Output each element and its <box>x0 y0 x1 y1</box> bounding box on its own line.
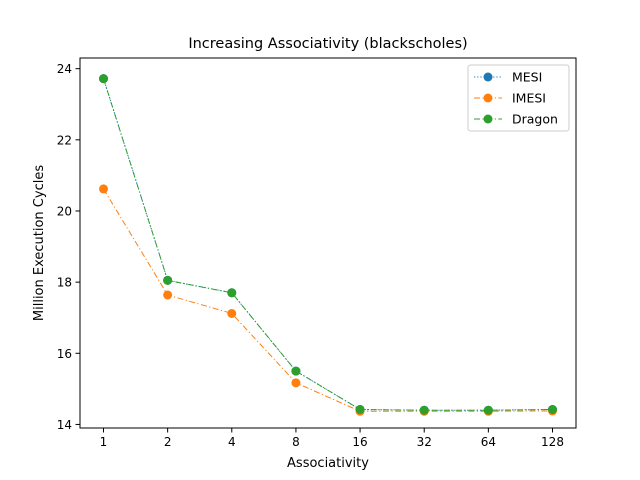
y-tick-label: 24 <box>57 62 72 76</box>
data-point-dragon <box>163 275 173 285</box>
data-point-dragon <box>355 405 365 414</box>
y-tick-label: 18 <box>57 276 72 290</box>
x-tick-label: 128 <box>541 435 564 449</box>
legend-label-mesi: MESI <box>512 70 542 85</box>
y-axis-label: Million Execution Cycles <box>32 165 47 321</box>
series-imesi <box>99 184 557 416</box>
data-point-dragon <box>548 405 557 414</box>
data-point-dragon <box>227 288 237 298</box>
y-tick-label: 22 <box>57 133 72 147</box>
x-tick-label: 64 <box>481 435 496 449</box>
x-axis-label: Associativity <box>287 456 369 471</box>
legend-box <box>467 64 570 132</box>
series-line-dragon <box>103 78 553 411</box>
x-tick-label: 2 <box>164 435 172 449</box>
legend-marker-imesi <box>483 93 493 103</box>
data-point-dragon <box>99 74 108 84</box>
data-point-imesi <box>163 290 173 300</box>
series-dragon <box>99 74 557 415</box>
data-point-imesi <box>99 184 108 194</box>
x-tick-label: 16 <box>352 435 367 449</box>
x-tick-label: 4 <box>228 435 236 449</box>
series-line-imesi <box>103 188 553 412</box>
x-tick-label: 32 <box>417 435 432 449</box>
legend-marker-dragon <box>483 114 493 124</box>
x-tick-label: 1 <box>100 435 108 449</box>
data-point-dragon <box>291 366 301 376</box>
chart-title: Increasing Associativity (blackscholes) <box>188 36 467 52</box>
data-point-imesi <box>291 378 301 388</box>
data-point-dragon <box>419 405 429 415</box>
x-tick-label: 8 <box>292 435 300 449</box>
y-tick-label: 14 <box>57 418 72 432</box>
series-layer <box>99 74 557 416</box>
legend-label-dragon: Dragon <box>512 112 558 127</box>
legend: MESI IMESI Dragon <box>467 64 570 132</box>
legend-marker-mesi <box>483 72 493 82</box>
y-tick-label: 16 <box>57 347 72 361</box>
legend-label-imesi: IMESI <box>512 91 546 106</box>
plot-area-frame <box>79 57 577 429</box>
data-point-dragon <box>483 405 493 415</box>
y-tick-label: 20 <box>57 204 72 218</box>
data-point-imesi <box>227 308 237 318</box>
